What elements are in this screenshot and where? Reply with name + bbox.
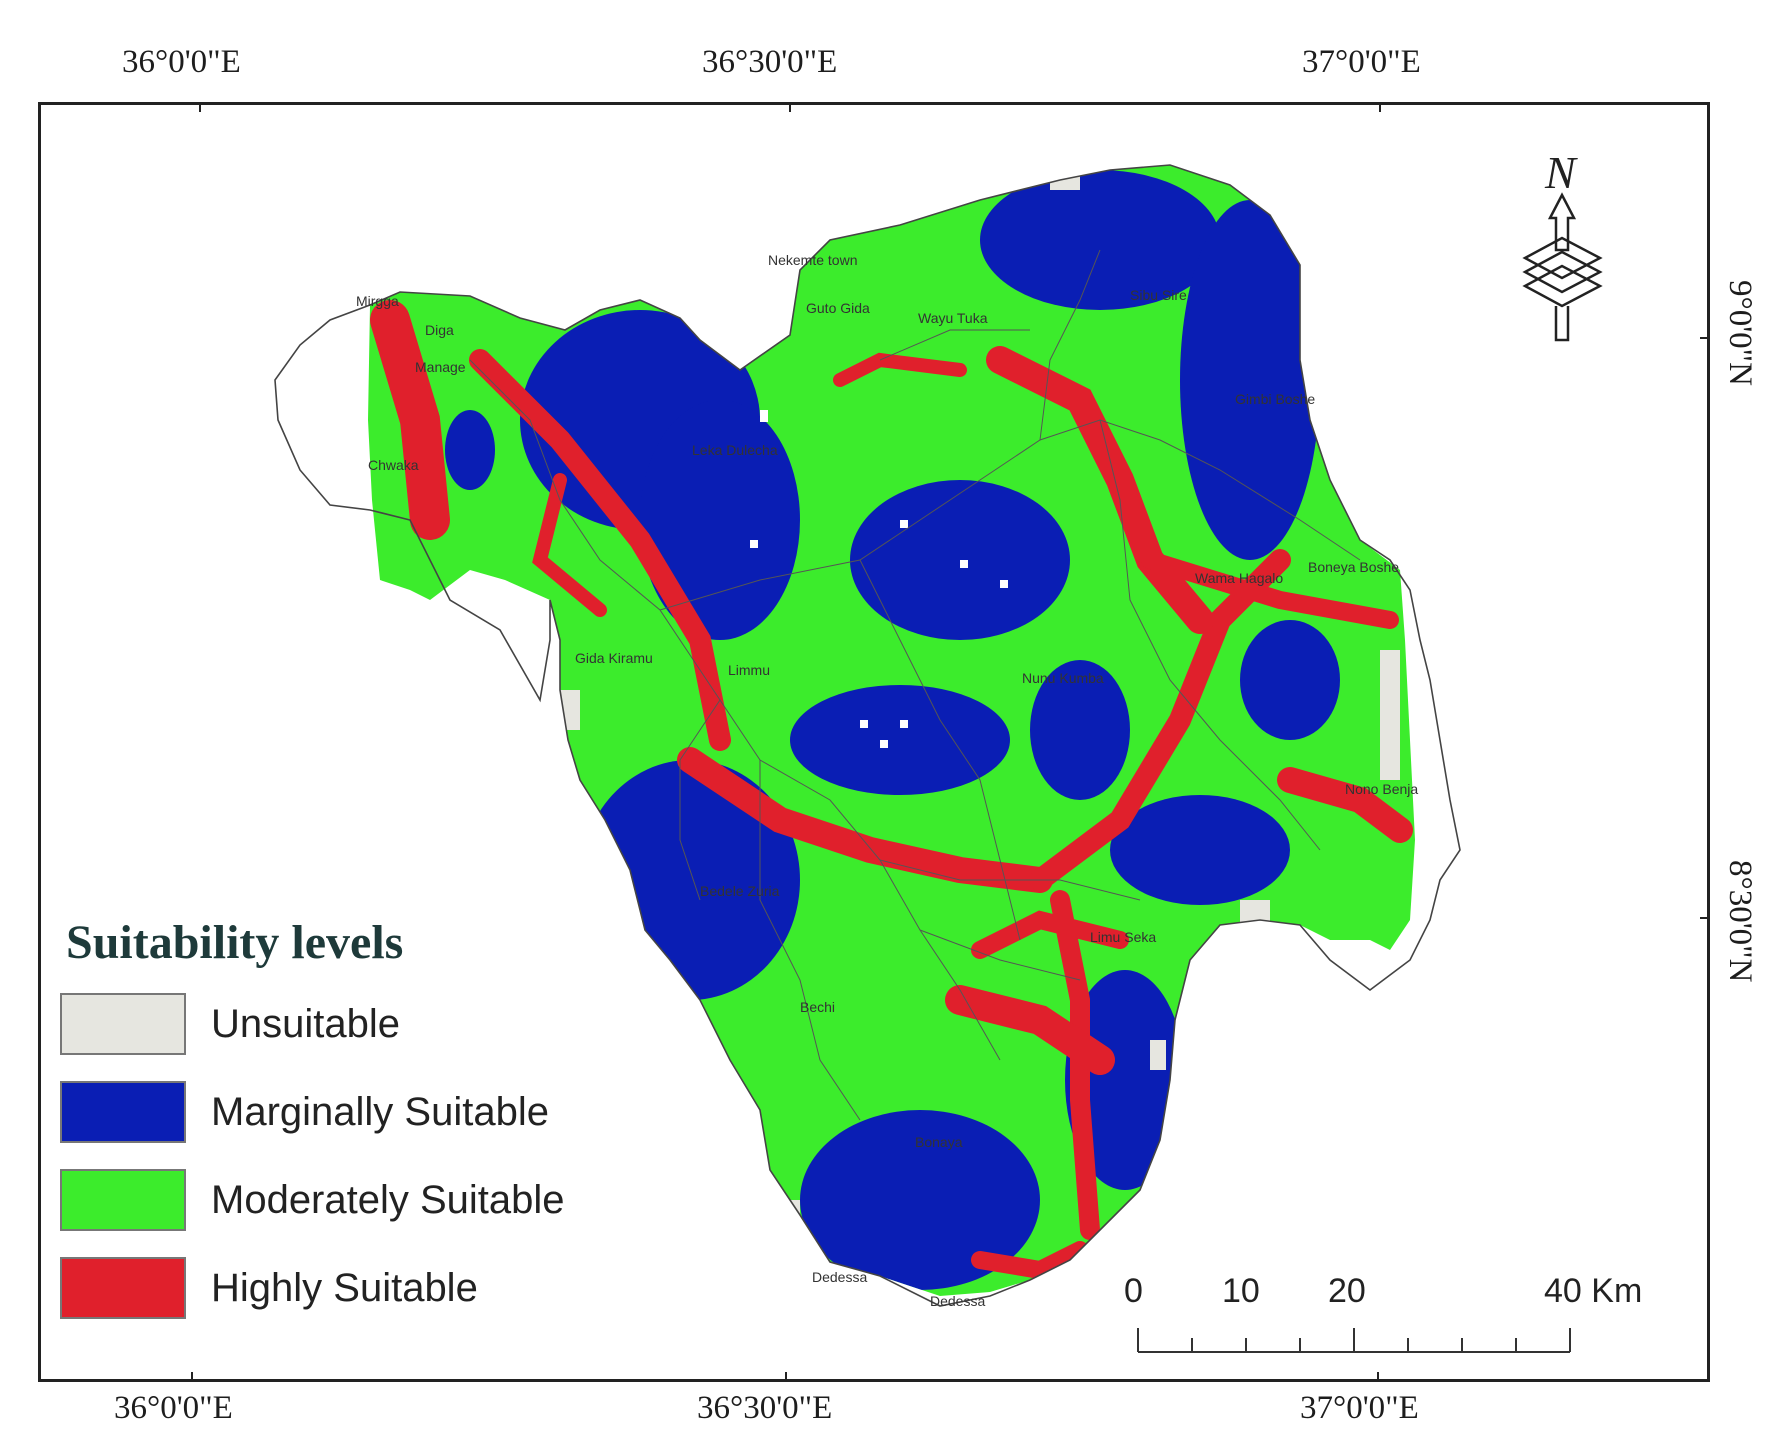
legend-swatch bbox=[60, 1081, 186, 1143]
place-label: Dedessa bbox=[930, 1293, 985, 1309]
place-label: Boneya Boshe bbox=[1308, 559, 1399, 575]
legend-label: Marginally Suitable bbox=[211, 1089, 549, 1134]
legend-item-marginally-suitable: Marginally Suitable bbox=[60, 1080, 549, 1144]
place-label: Bonaya bbox=[915, 1134, 963, 1150]
scale-bar bbox=[1137, 1328, 1571, 1353]
bottom-coord-label: 36°30'0"E bbox=[697, 1390, 833, 1426]
legend-item-moderately-suitable: Moderately Suitable bbox=[60, 1168, 565, 1232]
place-label: Limmu bbox=[728, 662, 770, 678]
top-coord-label: 36°30'0"E bbox=[702, 44, 838, 80]
place-label: Chwaka bbox=[368, 457, 419, 473]
district-boundaries bbox=[469, 249, 1361, 1121]
place-label: Bechi bbox=[800, 999, 835, 1015]
place-label: Nono Benja bbox=[1345, 781, 1418, 797]
place-label: Dedessa bbox=[812, 1269, 867, 1285]
map-frame bbox=[38, 102, 1710, 1382]
place-label: Gida Kiramu bbox=[575, 650, 653, 666]
scale-label: 10 bbox=[1222, 1272, 1260, 1310]
legend-title: Suitability levels bbox=[66, 916, 404, 969]
legend-swatch bbox=[60, 993, 186, 1055]
legend-swatch bbox=[60, 1257, 186, 1319]
legend-swatch bbox=[60, 1169, 186, 1231]
bottom-coord-label: 37°0'0"E bbox=[1300, 1390, 1419, 1426]
north-letter: N bbox=[1544, 147, 1578, 198]
legend-label: Highly Suitable bbox=[211, 1265, 478, 1310]
top-coord-label: 36°0'0"E bbox=[122, 44, 241, 80]
legend-label: Moderately Suitable bbox=[211, 1177, 565, 1222]
scale-label: 20 bbox=[1328, 1272, 1366, 1310]
legend-label: Unsuitable bbox=[211, 1001, 401, 1046]
right-coord-label: 8°30'0"N bbox=[1722, 860, 1758, 983]
legend-item-unsuitable: Unsuitable bbox=[60, 992, 400, 1056]
place-label: Mirgga bbox=[356, 293, 399, 309]
place-label: Sibu Sire bbox=[1130, 287, 1187, 303]
basin-outline bbox=[274, 164, 1461, 1307]
graticule-ticks bbox=[191, 102, 1710, 1382]
top-coord-label: 37°0'0"E bbox=[1302, 44, 1421, 80]
right-coord-label: 9°0'0"N bbox=[1722, 280, 1758, 386]
legend-item-highly-suitable: Highly Suitable bbox=[60, 1256, 478, 1320]
place-label: Leka Dulecha bbox=[692, 442, 778, 458]
place-label: Wayu Tuka bbox=[918, 310, 988, 326]
place-label: Guto Gida bbox=[806, 300, 870, 316]
scale-label: 40 Km bbox=[1544, 1272, 1643, 1310]
place-label: Manage bbox=[415, 359, 466, 375]
place-label: Gimbi Boshe bbox=[1235, 391, 1315, 407]
place-label: Bedele Zuria bbox=[700, 883, 780, 899]
north-arrow-icon: N bbox=[1522, 147, 1603, 342]
place-label: Wama Hagalo bbox=[1195, 570, 1283, 586]
place-label: Nunu Kumba bbox=[1022, 670, 1104, 686]
suitability-raster bbox=[368, 165, 1415, 1296]
place-label: Diga bbox=[425, 322, 454, 338]
place-labels: Nekemte town Guto Gida Wayu Tuka Sibu Si… bbox=[356, 252, 1418, 1309]
scale-label: 0 bbox=[1124, 1272, 1143, 1310]
place-label: Limu Seka bbox=[1090, 929, 1156, 945]
bottom-coord-label: 36°0'0"E bbox=[114, 1390, 233, 1426]
place-label: Nekemte town bbox=[768, 252, 857, 268]
